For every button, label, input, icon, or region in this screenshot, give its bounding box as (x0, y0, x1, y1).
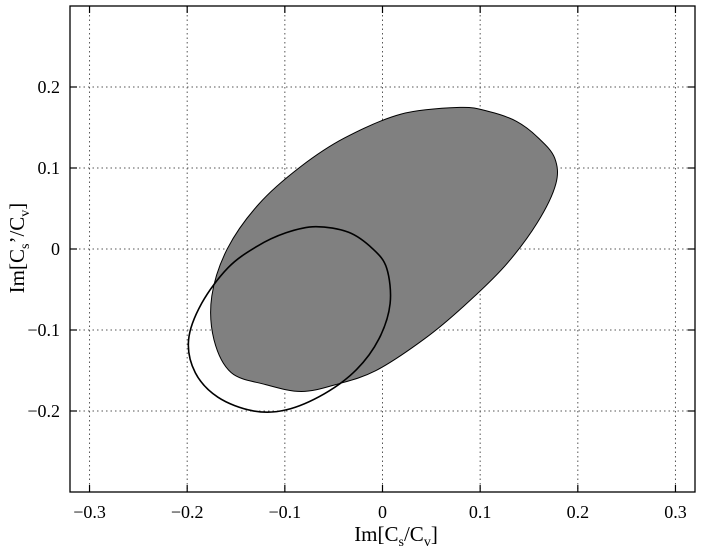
x-tick-label: 0.1 (469, 502, 492, 522)
y-tick-labels: −0.2 −0.1 0 0.1 0.2 (27, 77, 60, 421)
y-tick-label: 0.2 (38, 77, 61, 97)
x-axis-label: Im[Cs/Cv] (354, 522, 438, 550)
x-tick-label: −0.2 (171, 502, 204, 522)
filled-region (210, 106, 559, 393)
plot-regions (187, 106, 559, 414)
x-tick-label: 0.3 (664, 502, 687, 522)
y-tick-label: −0.2 (27, 401, 60, 421)
x-tick-label: 0.2 (567, 502, 590, 522)
y-axis-label: Im[Cs’/Cv] (5, 203, 33, 294)
y-tick-label: 0.1 (38, 158, 61, 178)
x-tick-labels: −0.3 −0.2 −0.1 0 0.1 0.2 0.3 (73, 502, 687, 522)
y-tick-label: −0.1 (27, 320, 60, 340)
x-tick-label: −0.1 (269, 502, 302, 522)
x-tick-label: 0 (378, 502, 387, 522)
axis-ticks (70, 6, 695, 492)
y-tick-label: 0 (51, 239, 60, 259)
outline-region (187, 225, 392, 414)
x-tick-label: −0.3 (73, 502, 106, 522)
